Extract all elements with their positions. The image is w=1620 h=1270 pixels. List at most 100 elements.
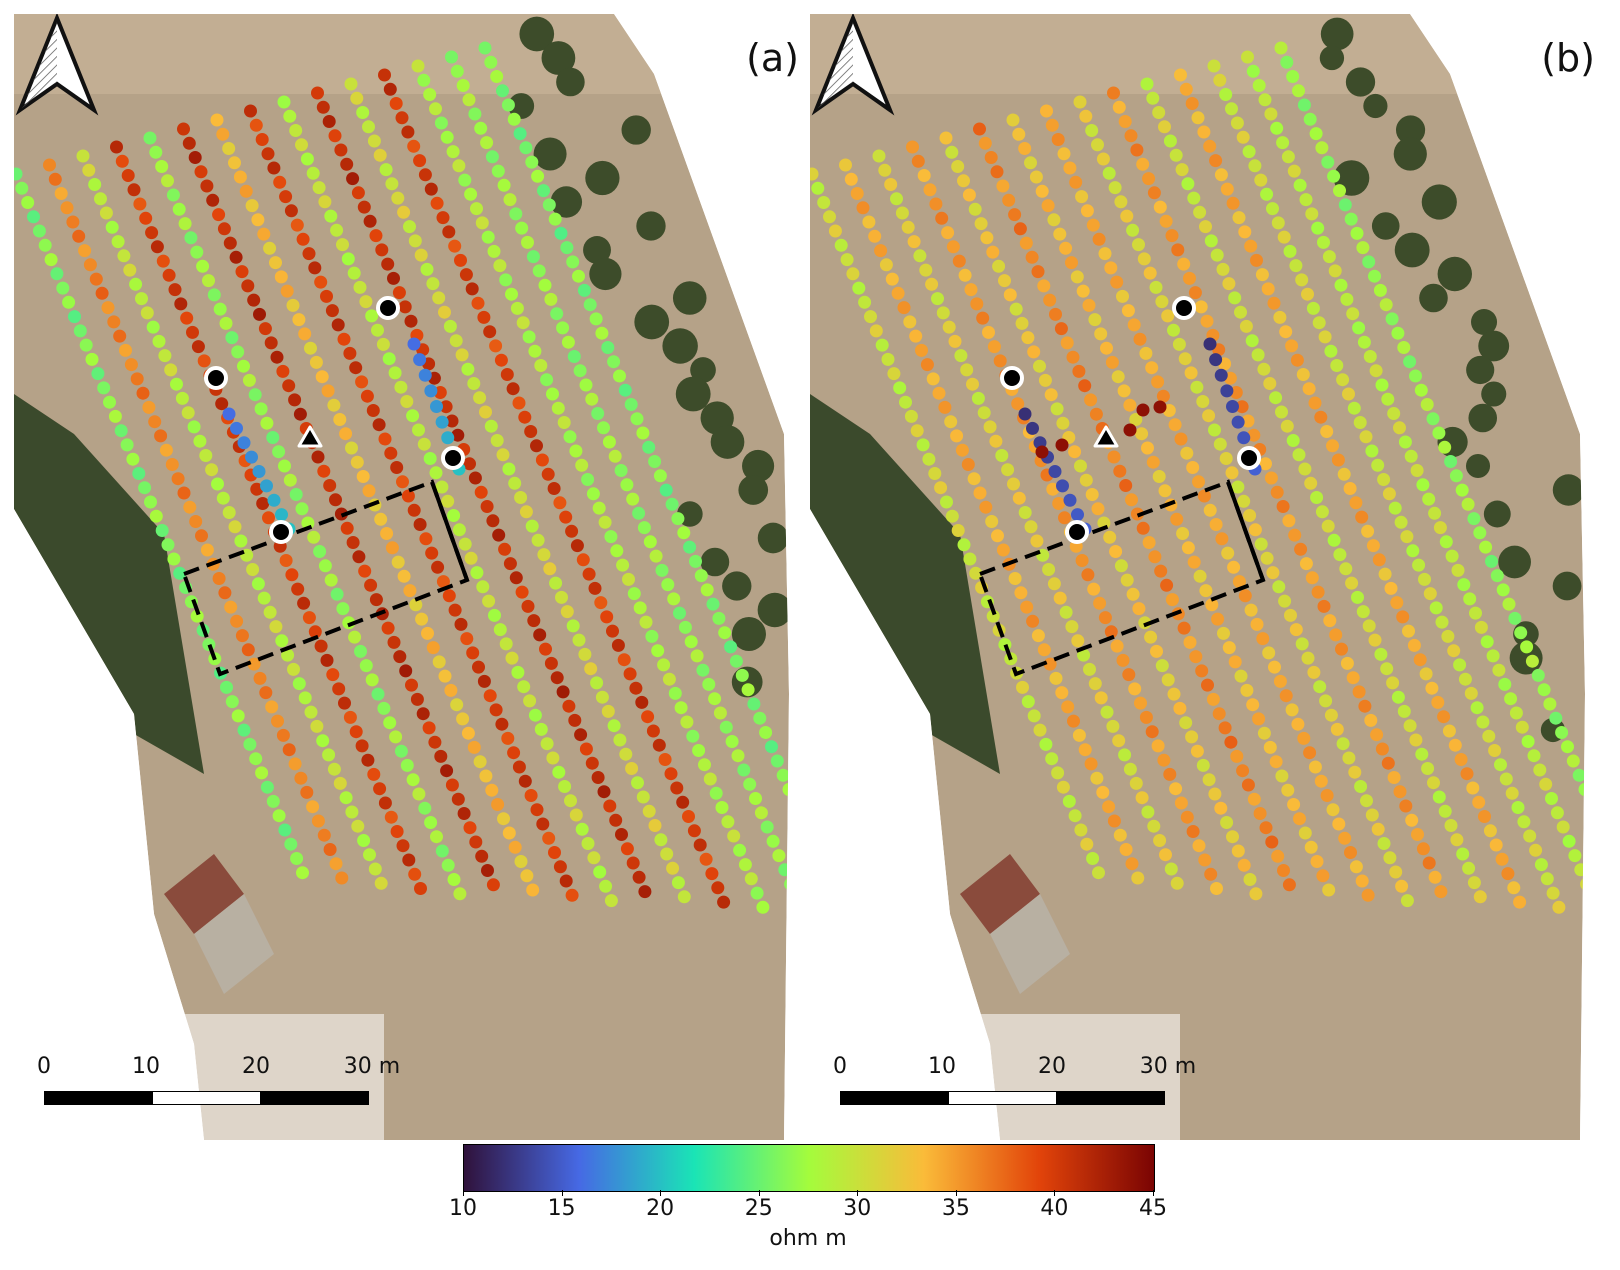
measurement-point	[1501, 867, 1515, 881]
measurement-point	[993, 354, 1007, 368]
measurement-point	[245, 199, 259, 213]
measurement-point	[1188, 286, 1202, 300]
measurement-point	[1273, 674, 1287, 688]
orchard-tree	[1394, 232, 1430, 268]
measurement-point	[885, 272, 899, 286]
measurement-point	[375, 243, 389, 257]
measurement-point	[1362, 619, 1376, 633]
measurement-point	[401, 125, 415, 139]
measurement-point	[382, 352, 396, 366]
measurement-point	[254, 402, 268, 416]
measurement-point	[548, 846, 561, 859]
measurement-point	[1343, 482, 1357, 495]
measurement-point	[1126, 223, 1140, 237]
measurement-point	[1085, 124, 1099, 137]
orchard-tree	[1395, 115, 1426, 145]
measurement-point	[1098, 247, 1112, 261]
measurement-point	[1361, 524, 1375, 538]
measurement-point	[1185, 730, 1199, 744]
measurement-point	[349, 725, 363, 739]
measurement-point	[699, 852, 713, 866]
measurement-point	[223, 236, 237, 250]
measurement-point	[1311, 585, 1325, 599]
measurement-point	[1324, 708, 1338, 722]
measurement-point	[1472, 795, 1486, 809]
measurement-point	[633, 601, 647, 615]
measurement-point	[356, 470, 370, 483]
measurement-point	[1082, 298, 1096, 312]
measurement-point	[473, 391, 487, 405]
measurement-point	[1318, 330, 1332, 344]
measurement-point	[1527, 749, 1541, 763]
measurement-point	[213, 302, 227, 316]
measurement-point	[420, 262, 434, 276]
measurement-point	[423, 88, 437, 101]
measurement-point	[183, 500, 197, 514]
measurement-point	[940, 495, 953, 509]
colorbar-tickmark	[561, 1190, 563, 1196]
measurement-point	[1142, 172, 1156, 186]
measurement-point	[1276, 136, 1290, 150]
measurement-point	[1335, 642, 1348, 656]
measurement-point	[962, 188, 976, 202]
measurement-point	[264, 336, 278, 350]
measurement-point	[1420, 398, 1434, 411]
measurement-point	[1102, 800, 1116, 814]
measurement-point	[1273, 310, 1287, 324]
measurement-point	[649, 549, 663, 563]
measurement-point	[667, 592, 681, 606]
measurement-point	[642, 804, 656, 818]
measurement-point	[1100, 705, 1114, 719]
measurement-point	[1203, 139, 1217, 153]
measurement-point	[1020, 600, 1034, 614]
measurement-point	[890, 192, 903, 206]
measurement-point	[355, 375, 369, 389]
measurement-point	[1191, 111, 1205, 125]
measurement-point	[1397, 341, 1411, 354]
measurement-point	[444, 683, 458, 697]
measurement-point	[1284, 608, 1297, 622]
measurement-point	[496, 448, 510, 462]
measurement-point	[237, 723, 251, 737]
measurement-point	[1187, 555, 1201, 569]
measurement-point	[719, 720, 733, 734]
measurement-point	[285, 568, 299, 582]
measurement-point	[1490, 569, 1504, 583]
measurement-point	[1180, 810, 1194, 824]
measurement-point	[471, 296, 485, 310]
scale-bar: 0 10 20 30 m	[820, 1054, 1196, 1114]
measurement-point	[519, 141, 533, 155]
measurement-point	[782, 783, 789, 796]
measurement-point	[1152, 470, 1166, 483]
measurement-point	[585, 392, 599, 406]
orchard-tree	[672, 281, 707, 315]
measurement-point	[445, 414, 459, 428]
measurement-point	[1389, 865, 1403, 879]
measurement-point	[438, 305, 451, 319]
measurement-point	[390, 461, 404, 474]
measurement-point	[1056, 780, 1070, 794]
measurement-point	[475, 849, 489, 863]
anomaly-point	[275, 508, 288, 522]
measurement-point	[1070, 270, 1084, 284]
measurement-point	[1047, 577, 1061, 591]
orchard-tree	[1393, 137, 1427, 171]
measurement-point	[1228, 291, 1242, 305]
measurement-point	[320, 653, 334, 667]
measurement-point	[286, 298, 300, 312]
measurement-point	[1018, 506, 1032, 519]
measurement-point	[1174, 432, 1188, 446]
measurement-point	[1241, 414, 1255, 428]
measurement-point	[449, 334, 463, 348]
measurement-point	[138, 481, 152, 495]
measurement-point	[684, 635, 698, 649]
anomaly-point	[1231, 415, 1245, 429]
measurement-point	[324, 573, 338, 587]
measurement-point	[91, 367, 105, 381]
measurement-point	[518, 410, 532, 424]
measurement-point	[846, 267, 860, 281]
measurement-point	[508, 840, 522, 854]
measurement-point	[995, 449, 1009, 462]
measurement-point	[231, 345, 245, 359]
measurement-point	[1359, 430, 1373, 444]
